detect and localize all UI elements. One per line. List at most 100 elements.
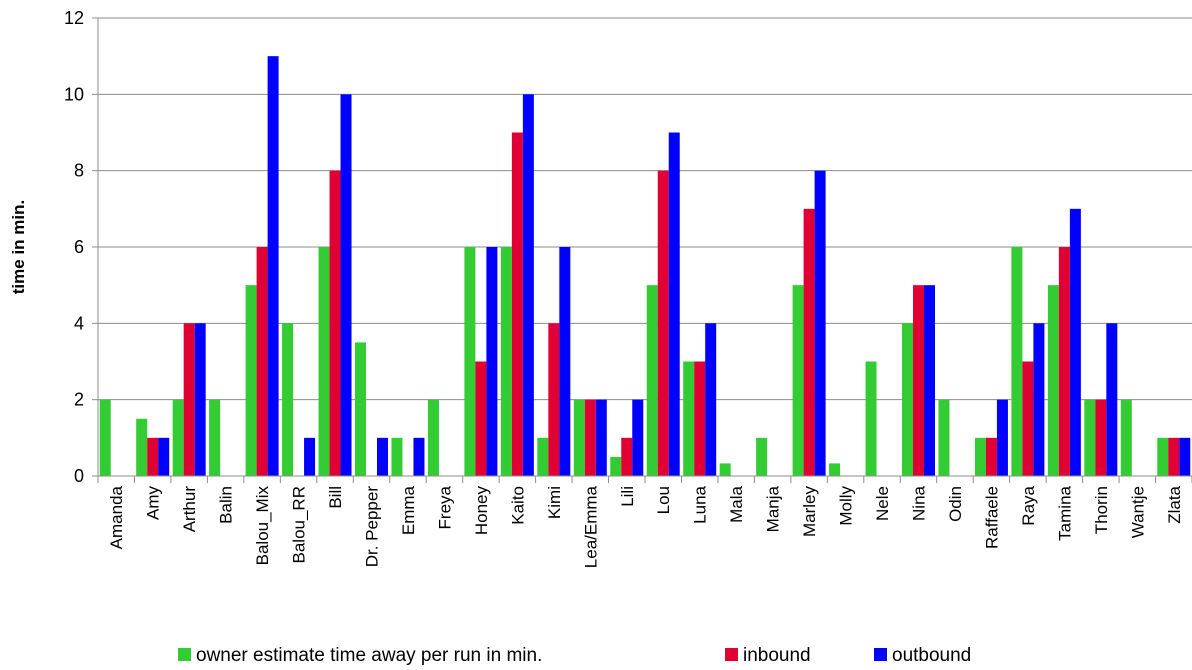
x-tick-label: Molly xyxy=(837,486,856,526)
y-tick-label: 12 xyxy=(64,8,84,28)
bar-inbound-zlata xyxy=(1168,437,1180,476)
bar-owner-estimate-zlata xyxy=(1157,437,1169,476)
bar-outbound-emma xyxy=(413,437,425,476)
y-tick-label: 8 xyxy=(74,161,84,181)
legend-swatch xyxy=(725,648,738,661)
bar-owner-estimate-emma xyxy=(391,437,403,476)
legend-swatch xyxy=(874,648,887,661)
bar-outbound-balou-mix xyxy=(267,56,279,477)
x-tick-label: Arthur xyxy=(180,486,199,533)
y-tick-label: 0 xyxy=(74,466,84,486)
y-tick-label: 2 xyxy=(74,390,84,410)
x-tick-label: Wantje xyxy=(1128,486,1147,538)
bar-outbound-nina xyxy=(924,285,935,476)
axes xyxy=(97,18,1192,483)
bar-outbound-kimi xyxy=(559,247,571,476)
bar-owner-estimate-nina xyxy=(902,323,913,476)
y-tick-labels: 0 2 4 6 8 10 12 xyxy=(64,8,84,486)
bar-owner-estimate-amanda xyxy=(99,399,111,476)
bar-outbound-zlata xyxy=(1179,437,1191,476)
bar-outbound-raffaele xyxy=(996,399,1008,476)
x-tick-label: Balou_Mix xyxy=(253,486,272,566)
bar-outbound-tamina xyxy=(1069,208,1081,477)
bar-owner-estimate-luna xyxy=(683,361,695,476)
bar-owner-estimate-balin xyxy=(209,399,221,476)
bar-inbound-balou-mix xyxy=(256,247,268,476)
x-tick-label: Bill xyxy=(326,486,345,509)
bar-outbound-kaito xyxy=(522,94,534,476)
bar-outbound-balou-rr xyxy=(304,437,316,476)
y-tick-label: 10 xyxy=(64,84,84,104)
bar-inbound-raffaele xyxy=(985,437,997,476)
x-tick-label: Kaito xyxy=(508,486,527,525)
bar-outbound-raya xyxy=(1033,323,1045,476)
y-tick-label: 6 xyxy=(74,237,84,257)
y-tick-label: 4 xyxy=(74,313,84,333)
bar-outbound-luna xyxy=(705,323,717,476)
bar-owner-estimate-balou-rr xyxy=(282,323,294,476)
bars xyxy=(99,56,1191,477)
bar-owner-estimate-mala xyxy=(719,463,731,476)
bar-owner-estimate-lea-emma xyxy=(573,399,585,476)
bar-owner-estimate-wantje xyxy=(1120,399,1132,476)
bar-outbound-thorin xyxy=(1106,323,1118,476)
bar-owner-estimate-bill xyxy=(318,247,330,476)
x-tick-label: Marley xyxy=(800,486,819,538)
x-tick-label: Amy xyxy=(144,486,163,521)
bar-owner-estimate-raffaele xyxy=(974,437,986,476)
x-tick-label: Manja xyxy=(764,485,783,532)
bar-inbound-arthur xyxy=(183,323,195,476)
gridlines xyxy=(92,17,1192,477)
bar-outbound-amy xyxy=(158,437,170,476)
x-tick-label: Lili xyxy=(618,486,637,507)
bar-inbound-amy xyxy=(147,437,159,476)
x-tick-label: Balin xyxy=(217,486,236,524)
legend-label: outbound xyxy=(892,645,971,666)
bar-owner-estimate-odin xyxy=(938,399,950,476)
x-tick-label: Mala xyxy=(727,485,746,522)
x-tick-label: Zlata xyxy=(1165,485,1184,523)
bar-outbound-dr-pepper xyxy=(377,437,388,476)
bar-inbound-kimi xyxy=(548,323,560,476)
x-tick-label: Lou xyxy=(654,486,673,514)
bar-owner-estimate-dr-pepper xyxy=(355,342,366,476)
x-tick-label: Raffaele xyxy=(982,486,1001,549)
bar-owner-estimate-raya xyxy=(1011,247,1023,476)
bar-outbound-bill xyxy=(340,94,352,476)
x-tick-label: Luna xyxy=(691,485,710,523)
x-tick-label: Amanda xyxy=(107,485,126,549)
bar-outbound-lili xyxy=(632,399,644,476)
x-tick-labels: Amanda Amy Arthur Balin Balou_Mix Balou_RR Bil… xyxy=(107,485,1184,568)
bar-outbound-arthur xyxy=(194,323,206,476)
legend-label: owner estimate time away per run in min. xyxy=(196,645,542,666)
bar-outbound-lou xyxy=(668,132,680,476)
x-tick-label: Thorin xyxy=(1092,486,1111,534)
bar-inbound-nina xyxy=(913,285,924,476)
x-tick-label: Odin xyxy=(946,486,965,522)
bar-owner-estimate-tamina xyxy=(1047,285,1059,476)
x-tick-label: Nele xyxy=(873,486,892,521)
bar-owner-estimate-lili xyxy=(610,456,622,476)
x-tick-label: Nina xyxy=(910,485,929,521)
bar-inbound-lou xyxy=(657,170,669,476)
bar-owner-estimate-freya xyxy=(427,399,439,476)
bar-owner-estimate-arthur xyxy=(172,399,184,476)
y-axis-label: time in min. xyxy=(9,200,28,294)
legend: owner estimate time away per run in min.… xyxy=(178,645,971,666)
legend-swatch xyxy=(178,648,191,661)
x-tick-label: Dr. Pepper xyxy=(363,486,382,568)
bar-owner-estimate-manja xyxy=(756,437,768,476)
x-tick-label: Tamina xyxy=(1055,485,1074,540)
legend-label: inbound xyxy=(743,645,811,666)
bar-owner-estimate-honey xyxy=(464,247,476,476)
bar-owner-estimate-amy xyxy=(136,418,148,476)
bar-inbound-marley xyxy=(803,208,815,477)
bar-owner-estimate-balou-mix xyxy=(245,285,257,476)
x-tick-label: Raya xyxy=(1019,485,1038,525)
x-tick-label: Kimi xyxy=(545,486,564,519)
bar-inbound-lili xyxy=(621,437,633,476)
bar-owner-estimate-lou xyxy=(646,285,658,476)
bar-inbound-bill xyxy=(329,170,341,476)
bar-owner-estimate-kaito xyxy=(500,247,512,476)
